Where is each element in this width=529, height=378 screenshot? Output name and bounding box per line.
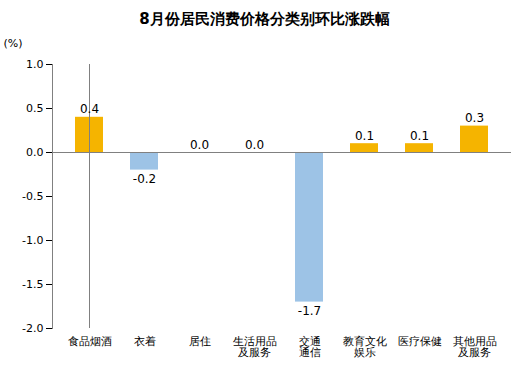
svg-text:0.0: 0.0 — [190, 138, 209, 152]
svg-text:0.1: 0.1 — [355, 129, 374, 143]
svg-text:-1.7: -1.7 — [298, 304, 321, 318]
svg-text:居住: 居住 — [189, 335, 211, 348]
svg-text:交通通信: 交通通信 — [299, 335, 321, 359]
svg-text:生活用品及服务: 生活用品及服务 — [233, 335, 277, 359]
svg-text:教育文化娱乐: 教育文化娱乐 — [343, 335, 387, 359]
svg-text:衣着: 衣着 — [134, 335, 156, 348]
svg-text:(%): (%) — [4, 37, 23, 50]
svg-text:0.1: 0.1 — [410, 129, 429, 143]
svg-text:其他用品及服务: 其他用品及服务 — [453, 335, 497, 359]
html-text:8月份居民消费价格分类别环比涨跌幅: 8月份居民消费价格分类别环比涨跌幅 — [139, 10, 390, 28]
svg-text:0.0: 0.0 — [245, 138, 264, 152]
svg-text:-1.0: -1.0 — [22, 234, 43, 247]
svg-text:0.0: 0.0 — [26, 146, 44, 159]
svg-text:0.4: 0.4 — [80, 102, 99, 116]
svg-text:-0.2: -0.2 — [133, 172, 156, 186]
svg-text:1.0: 1.0 — [26, 58, 44, 71]
svg-text:-1.5: -1.5 — [22, 278, 43, 291]
svg-text:医疗保健: 医疗保健 — [398, 335, 442, 348]
svg-text:-2.0: -2.0 — [22, 322, 43, 335]
svg-text:0.3: 0.3 — [465, 111, 484, 125]
svg-text:-0.5: -0.5 — [22, 190, 43, 203]
svg-text:食品烟酒: 食品烟酒 — [68, 335, 112, 348]
svg-text:0.5: 0.5 — [26, 102, 44, 115]
